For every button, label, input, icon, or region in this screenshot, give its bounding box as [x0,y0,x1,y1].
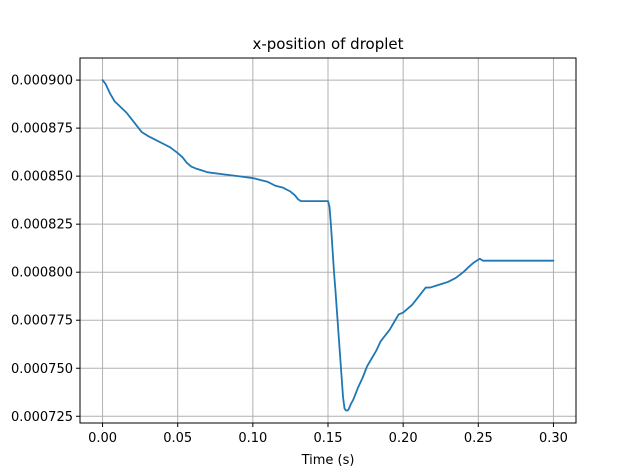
y-tick-label: 0.000800 [11,266,73,281]
x-tick-label: 0.20 [389,431,418,446]
y-tick-label: 0.000825 [11,218,73,233]
series-layer [101,79,555,412]
chart-title: x-position of droplet [252,35,403,53]
series-line [101,79,555,412]
x-tick-label: 0.15 [314,431,343,446]
grid-lines [80,58,576,423]
y-tick-label: 0.000900 [11,74,73,89]
axis-ticks [76,79,554,427]
y-tick-label: 0.000875 [11,122,73,137]
x-tick-label: 0.00 [88,431,117,446]
y-tick-label: 0.000775 [11,314,73,329]
y-tick-label: 0.000750 [11,362,73,377]
tick-labels: 0.00 0.05 0.10 0.15 0.20 0.25 0.30 0.000725 0.00… [11,74,568,446]
x-tick-label: 0.25 [464,431,493,446]
y-tick-label: 0.000850 [11,170,73,185]
x-tick-label: 0.30 [539,431,568,446]
y-tick-label: 0.000725 [11,410,73,425]
x-tick-label: 0.10 [238,431,267,446]
x-axis-title: Time (s) [301,453,355,468]
x-tick-label: 0.05 [163,431,192,446]
